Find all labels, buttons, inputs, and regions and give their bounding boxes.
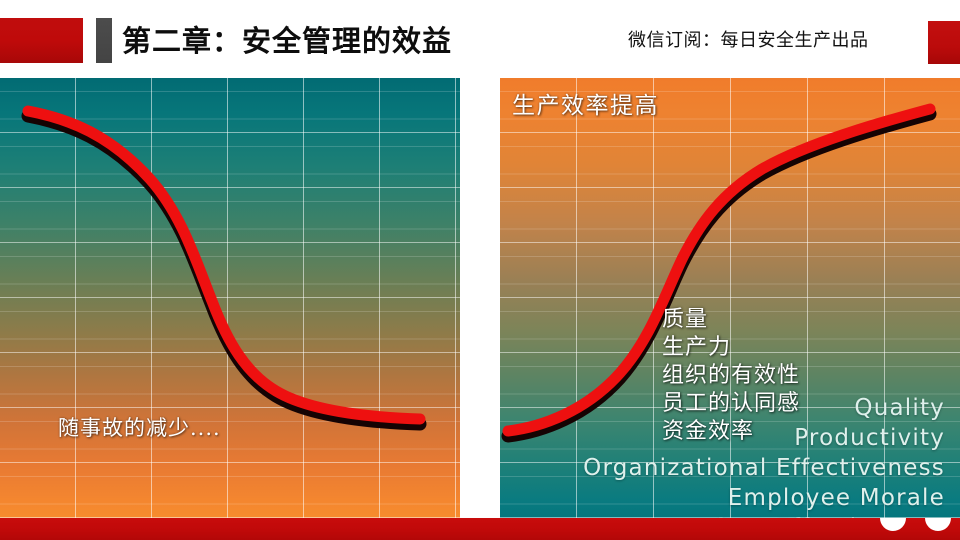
cn-benefit-item: 生产力	[662, 335, 732, 360]
chart-grid-fine-left	[0, 78, 460, 518]
footer-dot-right	[925, 518, 951, 531]
cn-benefit-item: 员工的认同感	[662, 391, 801, 416]
cn-benefit-item: 组织的有效性	[662, 363, 801, 388]
header-red-block-right	[928, 21, 960, 64]
en-benefit-item: Productivity	[794, 425, 945, 451]
footer-dot-left	[880, 518, 906, 531]
header-subtitle: 微信订阅：每日安全生产出品	[628, 30, 869, 51]
left-chart-annotation: 随事故的减少....	[58, 416, 221, 440]
chart-incidents-decline: 随事故的减少.... Incidents	[0, 78, 460, 518]
right-chart-cn-benefit-list: 质量 生产力 组织的有效性 员工的认同感 资金效率	[662, 306, 800, 446]
footer-red-bar	[0, 518, 960, 540]
cn-benefit-item: 质量	[662, 307, 709, 332]
cn-benefit-item: 资金效率	[662, 419, 755, 444]
en-benefit-item: Quality	[854, 395, 945, 421]
en-benefit-item: Organizational Effectiveness	[583, 455, 945, 481]
header-red-block-left	[0, 18, 83, 63]
header-gray-bar	[96, 18, 112, 63]
en-benefit-item: Cost Effectiveness	[583, 513, 945, 518]
right-chart-en-benefit-list: Quality Productivity Organizational Effe…	[583, 393, 945, 518]
en-benefit-item: Employee Morale	[727, 485, 945, 511]
chart-productivity-rise: 生产效率提高 质量 生产力 组织的有效性 员工的认同感 资金效率 Quality…	[500, 78, 960, 518]
right-chart-title: 生产效率提高	[512, 93, 659, 119]
slide-header: 第二章：安全管理的效益 微信订阅：每日安全生产出品	[0, 0, 960, 78]
incidents-curve	[21, 105, 427, 431]
chart-grid-left	[0, 78, 460, 518]
page-title: 第二章：安全管理的效益	[122, 24, 453, 58]
